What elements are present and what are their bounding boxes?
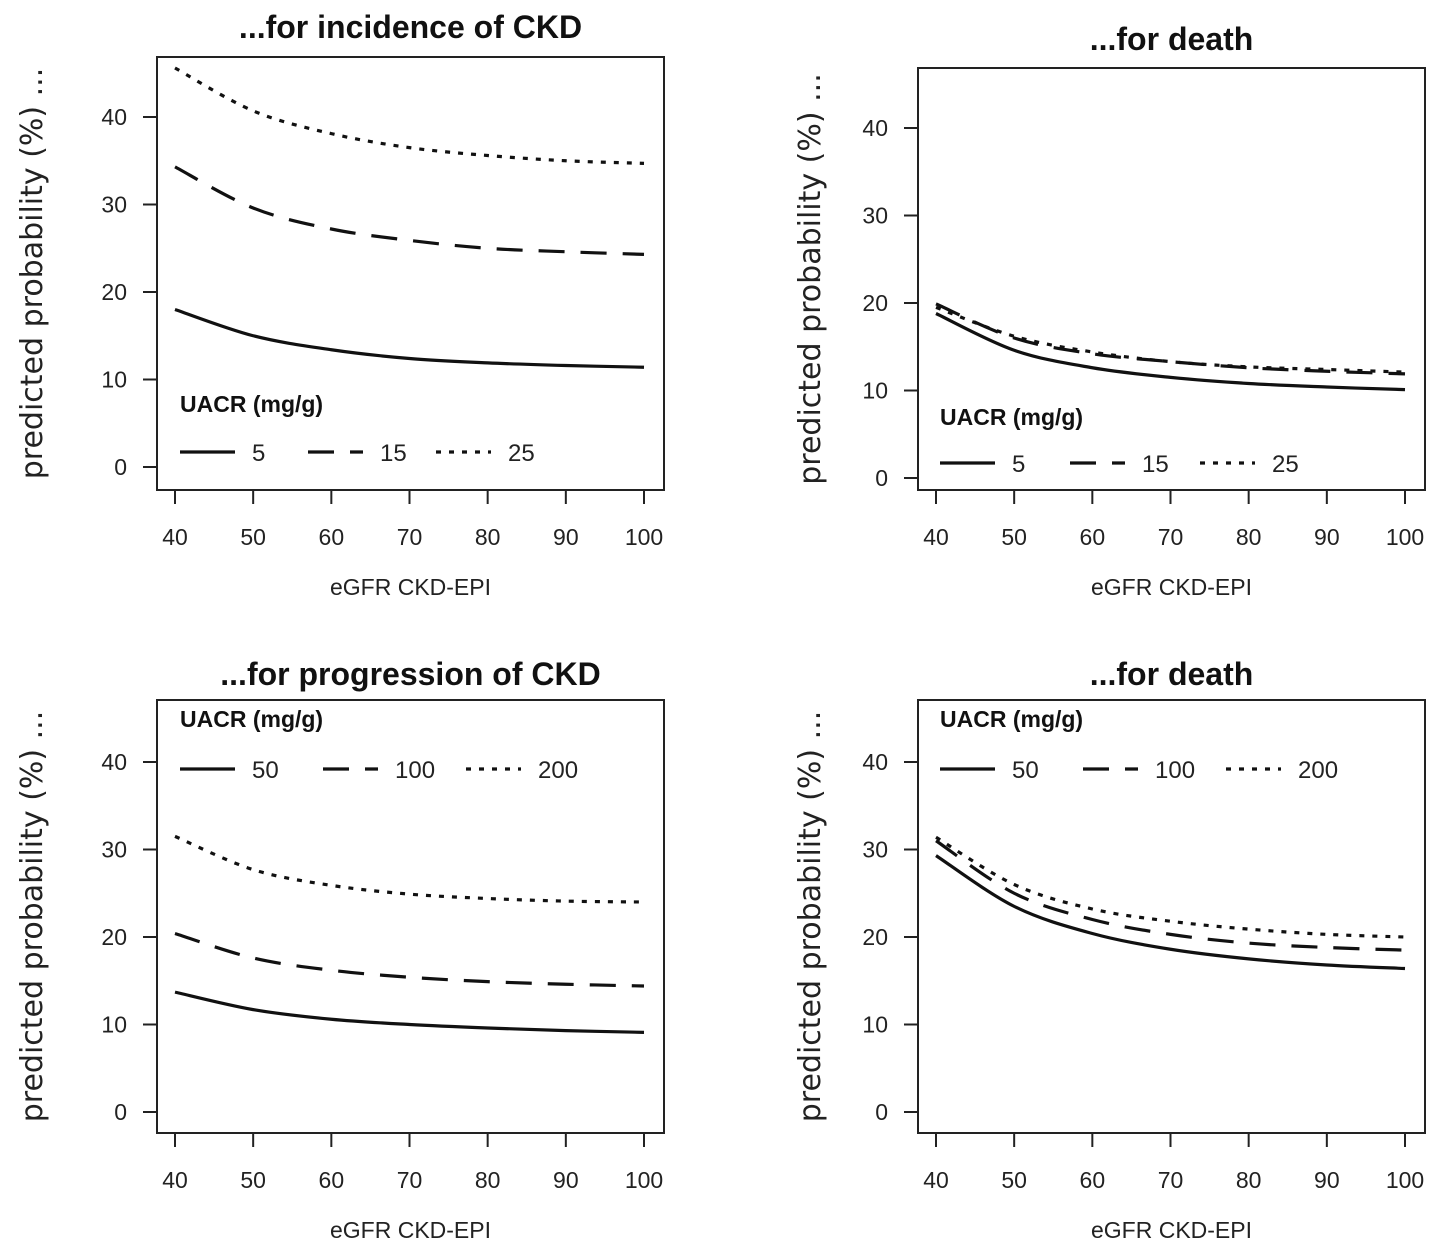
y-tick-label: 0	[114, 454, 127, 480]
y-tick-label: 10	[862, 378, 888, 404]
series-line-15	[174, 165, 645, 256]
x-tick-label: 90	[553, 1167, 579, 1193]
legend-label: 200	[538, 757, 578, 784]
x-tick-label: 40	[162, 1167, 188, 1193]
chart-panel-4: ...for death 0 10 20 30 40 40 50 60 70 80 90 100 eGFR…	[793, 656, 1426, 1243]
panel-title: ...for death	[1090, 21, 1254, 57]
legend: UACR (mg/g) 50 100 200	[180, 706, 578, 784]
x-tick-label: 60	[1080, 524, 1106, 550]
x-tick-label: 80	[475, 524, 501, 550]
y-tick-label: 40	[862, 749, 888, 775]
legend-title: UACR (mg/g)	[940, 404, 1083, 430]
x-tick-label: 80	[475, 1167, 501, 1193]
x-tick-label: 80	[1236, 1167, 1262, 1193]
legend-label: 100	[395, 757, 435, 784]
legend-label: 25	[1272, 451, 1299, 478]
legend: UACR (mg/g) 5 15 25	[180, 391, 535, 467]
series-line-5	[935, 312, 1406, 392]
panel-title: ...for incidence of CKD	[239, 9, 582, 45]
y-axis-label: predicted probability (%) ...	[15, 68, 50, 480]
x-tick-label: 90	[1314, 524, 1340, 550]
legend-title: UACR (mg/g)	[180, 706, 323, 732]
y-tick-label: 0	[114, 1099, 127, 1125]
x-tick-label: 60	[319, 524, 345, 550]
legend-label: 25	[508, 440, 535, 467]
series-line-25	[935, 305, 1406, 374]
y-tick-label: 10	[101, 1012, 127, 1038]
x-tick-label: 100	[625, 1167, 663, 1193]
y-tick-label: 30	[101, 837, 127, 863]
legend-label: 200	[1298, 757, 1338, 784]
legend-label: 15	[1142, 451, 1169, 478]
y-tick-label: 30	[101, 192, 127, 218]
panel-title: ...for progression of CKD	[220, 656, 600, 692]
y-axis-label: predicted probability (%) ...	[793, 73, 828, 485]
x-tick-label: 70	[1158, 1167, 1184, 1193]
series-line-50	[935, 854, 1406, 971]
legend-label: 5	[1012, 451, 1025, 478]
y-tick-label: 20	[862, 924, 888, 950]
x-tick-label: 70	[397, 524, 423, 550]
x-tick-label: 70	[1158, 524, 1184, 550]
legend: UACR (mg/g) 5 15 25	[940, 404, 1299, 478]
legend-label: 15	[380, 440, 407, 467]
y-tick-label: 10	[862, 1012, 888, 1038]
chart-panel-2: ...for death 0 10 20 30 40 40 50 60 70 80 90 100 eGFR…	[793, 21, 1426, 600]
legend-label: 50	[252, 757, 279, 784]
y-tick-label: 0	[875, 1099, 888, 1125]
x-tick-label: 60	[1080, 1167, 1106, 1193]
x-axis-label: eGFR CKD-EPI	[330, 574, 491, 600]
x-tick-label: 90	[1314, 1167, 1340, 1193]
x-tick-label: 90	[553, 524, 579, 550]
x-axis-label: eGFR CKD-EPI	[330, 1217, 491, 1243]
series-line-100	[935, 839, 1406, 952]
y-tick-label: 10	[101, 367, 127, 393]
y-tick-label: 40	[101, 104, 127, 130]
legend: UACR (mg/g) 50 100 200	[940, 706, 1338, 784]
x-tick-label: 50	[240, 524, 266, 550]
series-line-15	[935, 302, 1406, 376]
x-tick-label: 100	[1386, 524, 1424, 550]
x-tick-label: 100	[625, 524, 663, 550]
series-line-200	[935, 835, 1406, 939]
x-tick-label: 50	[1001, 1167, 1027, 1193]
y-tick-label: 20	[101, 924, 127, 950]
y-tick-label: 20	[862, 290, 888, 316]
x-tick-label: 60	[319, 1167, 345, 1193]
series-line-200	[174, 834, 645, 904]
chart-panel-1: ...for incidence of CKD 0 10 20 30 40 40 50 60 70…	[15, 9, 665, 600]
plot-frame	[156, 56, 665, 491]
x-tick-label: 50	[1001, 524, 1027, 550]
y-axis-label: predicted probability (%) ...	[793, 711, 828, 1123]
x-axis-label: eGFR CKD-EPI	[1091, 574, 1252, 600]
y-tick-label: 30	[862, 837, 888, 863]
x-tick-label: 40	[923, 1167, 949, 1193]
x-tick-label: 100	[1386, 1167, 1424, 1193]
series-line-50	[174, 990, 645, 1034]
y-tick-label: 20	[101, 279, 127, 305]
series-line-25	[174, 66, 645, 165]
y-tick-label: 40	[101, 749, 127, 775]
legend-label: 50	[1012, 757, 1039, 784]
y-tick-label: 0	[875, 465, 888, 491]
y-tick-label: 30	[862, 203, 888, 229]
x-axis-label: eGFR CKD-EPI	[1091, 1217, 1252, 1243]
x-tick-label: 40	[923, 524, 949, 550]
legend-title: UACR (mg/g)	[180, 391, 323, 417]
series-line-5	[174, 307, 645, 369]
chart-panel-3: ...for progression of CKD 0 10 20 30 40 40 50 60…	[15, 656, 665, 1243]
x-tick-label: 50	[240, 1167, 266, 1193]
legend-title: UACR (mg/g)	[940, 706, 1083, 732]
x-tick-label: 70	[397, 1167, 423, 1193]
y-axis-label: predicted probability (%) ...	[15, 711, 50, 1123]
y-tick-label: 40	[862, 115, 888, 141]
series-line-100	[174, 931, 645, 988]
x-tick-label: 40	[162, 524, 188, 550]
x-tick-label: 80	[1236, 524, 1262, 550]
legend-label: 100	[1155, 757, 1195, 784]
legend-label: 5	[252, 440, 265, 467]
panel-title: ...for death	[1090, 656, 1254, 692]
